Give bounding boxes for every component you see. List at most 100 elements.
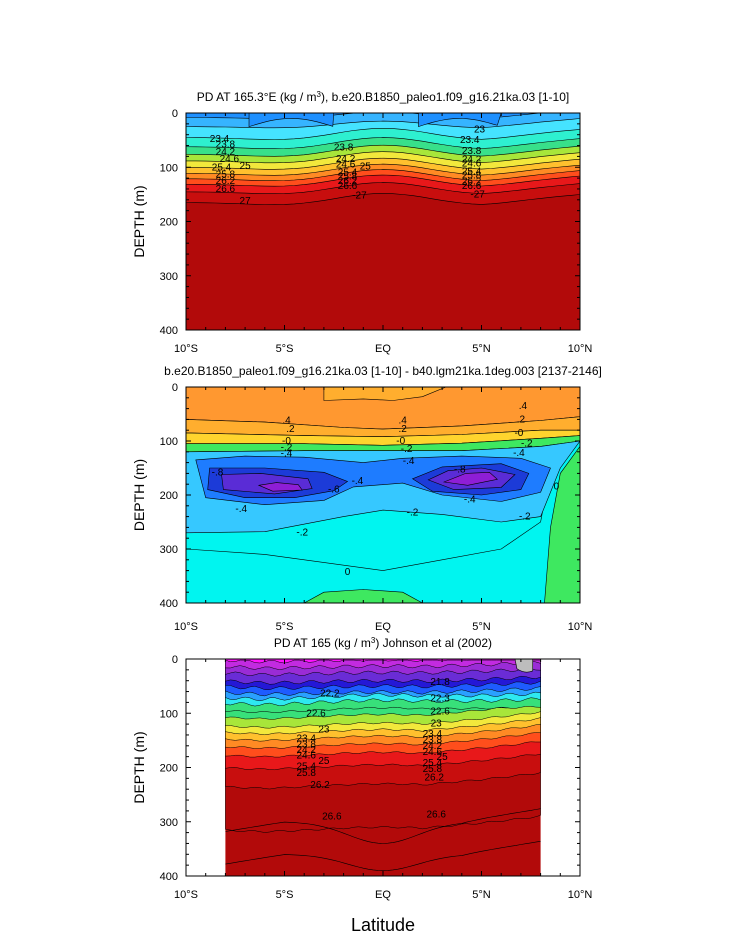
contour-label: -.2	[401, 444, 413, 455]
x-tick-label: 5°N	[472, 621, 491, 633]
x-tick-label: EQ	[375, 621, 391, 633]
surface-tongue	[323, 387, 447, 401]
x-tick-label: EQ	[375, 889, 391, 901]
contour-label: 25.8	[216, 169, 236, 180]
contour-label: 22.6	[430, 707, 450, 718]
plot-area: 23.423.824.224.625.4 2525.826.226.62723.8…	[186, 113, 580, 330]
contour-label: 25.4	[338, 168, 358, 179]
contour-label: .2	[286, 424, 295, 435]
y-tick-label: 300	[160, 544, 178, 556]
contour-label: 25.4	[423, 758, 443, 769]
x-tick-label: 10°S	[174, 621, 198, 633]
contour-label: 27	[240, 196, 252, 207]
contour-label: 0	[345, 567, 351, 578]
x-tick-label: 5°S	[276, 621, 294, 633]
plot-area: 21.822.2 22.322.6 22.6232323.423.824.224.6…	[225, 659, 541, 876]
contour-label: 23.8	[423, 735, 443, 746]
contour-label: .2	[399, 424, 408, 435]
contour-label: 24.6	[423, 747, 443, 758]
contour-label: -.4	[513, 448, 525, 459]
contour-label: 22.6	[306, 708, 326, 719]
contour-label: 23.4	[460, 135, 480, 146]
plot-area: .4.2-0-.2-.4-.8-.6-.4-.4-.2.4.2-0-.2-.4-…	[186, 387, 580, 603]
contour-label: 24.2	[462, 155, 482, 166]
band-zero-right	[544, 445, 580, 603]
contour-label: 24.2	[216, 147, 236, 158]
y-tick-label: 300	[160, 271, 178, 283]
contour-label: 23	[431, 719, 443, 730]
contour-label: 24.6	[220, 154, 240, 165]
x-tick-label: 10°S	[174, 889, 198, 901]
contour-label: 26.2	[462, 176, 482, 187]
contour-label: 26.6	[462, 181, 482, 192]
panel-2: .4.2-0-.2-.4-.8-.6-.4-.4-.2.4.2-0-.2-.4-…	[131, 382, 592, 633]
y-tick-label: 400	[160, 598, 178, 610]
x-tick-label: 5°S	[276, 343, 294, 355]
contour-label: -0	[514, 428, 523, 439]
contour-label: .4	[399, 416, 408, 427]
contour-label: 25.8	[423, 764, 443, 775]
x-tick-label: 5°N	[472, 889, 491, 901]
contour-label: -27	[352, 191, 367, 202]
contour-label: .4	[519, 401, 528, 412]
band-zero-bottom	[304, 589, 423, 603]
contour-label: 25.8	[296, 768, 316, 779]
contour-label: -.2	[407, 507, 419, 518]
contour-label: -.2	[521, 439, 533, 450]
contour-label: -.2	[281, 443, 293, 454]
contour-label: 26.2	[310, 780, 330, 791]
surface-cell	[248, 113, 335, 128]
panel-2-title: b.e20.B1850_paleo1.f09_g16.21ka.03 [1-10…	[164, 364, 602, 378]
y-tick-label: 400	[160, 325, 178, 337]
y-tick-label: 300	[160, 817, 178, 829]
band-neg02	[186, 440, 580, 603]
contour-label: 25	[318, 756, 330, 767]
panel-3-title: PD AT 165 (kg / m3) Johnson et al (2002)	[274, 636, 492, 651]
data-region	[225, 659, 541, 876]
missing-data-patch	[514, 659, 534, 673]
contour-label: 23	[474, 124, 486, 135]
x-axis-label: Latitude	[351, 915, 415, 935]
x-tick-label: EQ	[375, 343, 391, 355]
contour-label: 25	[360, 162, 372, 173]
contour-label: 25.8	[338, 172, 358, 183]
panel-3: 21.822.2 22.322.6 22.6232323.423.824.224.6…	[131, 654, 592, 901]
y-tick-label: 0	[172, 108, 178, 120]
contour-label: -.4	[352, 476, 364, 487]
contour-label: 23.8	[296, 740, 316, 751]
contour-label: -.4	[403, 456, 415, 467]
contour-label: 26.2	[424, 772, 444, 783]
contour-label: .2	[517, 414, 526, 425]
contour-label: -.8	[212, 467, 224, 478]
panel-1-title: PD AT 165.3°E (kg / m3), b.e20.B1850_pal…	[197, 90, 569, 105]
contour-label: 26.6	[322, 811, 342, 822]
contour-label: 24.6	[462, 159, 482, 170]
surface-cell	[418, 113, 502, 128]
contour-label: 24.6	[336, 160, 356, 171]
contour-label: -.2	[519, 512, 531, 523]
panel-1: 23.423.824.224.625.4 2525.826.226.62723.8…	[131, 108, 592, 355]
x-tick-label: 5°N	[472, 343, 491, 355]
contour-label: 25.4	[462, 167, 482, 178]
contour-label: 24.6	[296, 751, 316, 762]
contour-label: 25	[240, 161, 252, 172]
y-tick-label: 100	[160, 436, 178, 448]
contour-label: 22.3	[430, 694, 450, 705]
y-tick-label: 200	[160, 763, 178, 775]
y-axis-label: DEPTH (m)	[131, 185, 147, 257]
core-north	[442, 471, 498, 486]
contour-label: -.8	[454, 465, 466, 476]
x-tick-label: 5°S	[276, 889, 294, 901]
contour-label: -.4	[281, 448, 293, 459]
deep-contour	[225, 808, 541, 844]
contour-label: -27	[470, 189, 485, 200]
contour-label: 26.6	[426, 810, 446, 821]
contour-label: 23.4	[296, 734, 316, 745]
contour-label: 26.6	[338, 181, 358, 192]
contour-label: 24.2	[336, 154, 356, 165]
y-tick-label: 400	[160, 871, 178, 883]
contour-label: .4	[282, 416, 291, 427]
contour-label: 23.8	[216, 140, 236, 151]
x-tick-label: 10°N	[568, 889, 593, 901]
